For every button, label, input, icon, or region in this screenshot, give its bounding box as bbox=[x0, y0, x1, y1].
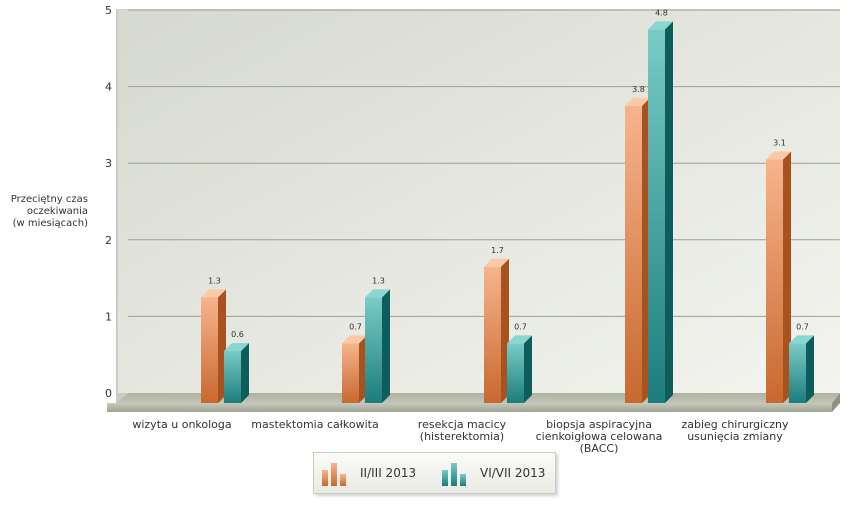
bar-front bbox=[201, 297, 218, 403]
bar-value-label: 0.6 bbox=[231, 330, 244, 339]
bar-value-label: 0.7 bbox=[514, 322, 527, 331]
bar-2-4[interactable] bbox=[648, 21, 673, 403]
y-axis-title-line-1: Przeciętny czas bbox=[10, 194, 88, 205]
bars: 1.3 0.7 1.7 3.8 3.1 0.6 1.3 0.7 4.8 0.7 bbox=[201, 8, 814, 404]
x-axis-labels: wizyta u onkologa mastektomia całkowita re… bbox=[132, 418, 789, 455]
bar-front bbox=[342, 343, 359, 403]
bar-front bbox=[484, 266, 501, 403]
bar-value-label: 1.3 bbox=[372, 276, 385, 285]
bar-value-label: 3.8 bbox=[632, 85, 645, 94]
chart-floor bbox=[107, 403, 832, 412]
bar-front bbox=[625, 105, 642, 404]
bar-front bbox=[648, 29, 665, 403]
bar-2-3[interactable] bbox=[507, 335, 532, 403]
y-axis-title: Przeciętny czas oczekiwania (w miesiącac… bbox=[4, 194, 88, 230]
legend-item-series-2[interactable]: VI/VII 2013 bbox=[440, 461, 546, 486]
bar-value-label: 1.3 bbox=[208, 276, 221, 285]
bar-top bbox=[201, 289, 226, 298]
legend-label-series-2: VI/VII 2013 bbox=[480, 466, 546, 480]
bar-value-label: 3.1 bbox=[773, 139, 786, 148]
bar-top bbox=[766, 151, 791, 160]
y-tick-label: 2 bbox=[105, 234, 112, 247]
x-tick-label: biopsja aspiracyjna cienkoigłowa celowana… bbox=[536, 418, 663, 455]
bar-side bbox=[665, 21, 673, 403]
bar-front bbox=[766, 159, 783, 403]
x-tick-label: mastektomia całkowita bbox=[251, 418, 378, 431]
bar-value-label: 1.7 bbox=[491, 246, 504, 255]
bar-1-3[interactable] bbox=[484, 258, 509, 403]
y-tick-label: 5 bbox=[105, 4, 112, 17]
bar-value-label: 0.7 bbox=[796, 322, 809, 331]
bar-chart-orange-icon bbox=[322, 463, 346, 486]
bar-2-5[interactable] bbox=[789, 335, 814, 403]
y-tick-label: 0 bbox=[105, 387, 112, 400]
bar-value-label: 4.8 bbox=[655, 8, 668, 17]
y-axis-ticks: 0 1 2 3 4 5 bbox=[105, 4, 112, 400]
chart-floor-side bbox=[832, 393, 840, 412]
y-axis-title-line-2: oczekiwania bbox=[26, 206, 88, 217]
y-tick-label: 4 bbox=[105, 81, 112, 94]
legend-item-series-1[interactable]: II/III 2013 bbox=[320, 461, 417, 486]
bar-chart-teal-icon bbox=[442, 463, 466, 486]
y-tick-label: 3 bbox=[105, 157, 112, 170]
x-tick-label: zabieg chirurgiczny usunięcia zmiany bbox=[681, 418, 789, 443]
bar-side bbox=[524, 335, 532, 403]
bar-side bbox=[783, 151, 791, 403]
bar-2-1[interactable] bbox=[224, 343, 249, 403]
bar-side bbox=[806, 335, 814, 403]
legend-label-series-1: II/III 2013 bbox=[360, 466, 417, 480]
x-tick-label: resekcja macicy (histerektomia) bbox=[418, 418, 507, 443]
bar-1-1[interactable] bbox=[201, 289, 226, 403]
bar-1-5[interactable] bbox=[766, 151, 791, 403]
bar-front bbox=[224, 351, 241, 403]
bar-top bbox=[224, 343, 249, 352]
bar-front bbox=[789, 343, 806, 403]
bar-2-2[interactable] bbox=[365, 289, 390, 403]
bar-value-label: 0.7 bbox=[349, 322, 362, 331]
bar-top bbox=[484, 258, 509, 267]
y-axis-title-line-3: (w miesiącach) bbox=[12, 218, 88, 229]
legend: II/III 2013 VI/VII 2013 bbox=[313, 452, 556, 494]
bar-top bbox=[648, 21, 673, 30]
bar-1-2[interactable] bbox=[342, 335, 367, 403]
bar-front bbox=[365, 297, 382, 403]
plot-background bbox=[118, 9, 840, 393]
bar-top bbox=[342, 335, 367, 344]
bar-1-4[interactable] bbox=[625, 97, 650, 404]
bar-side bbox=[241, 343, 249, 403]
bar-top bbox=[365, 289, 390, 298]
bar-top bbox=[789, 335, 814, 344]
x-tick-label: wizyta u onkologa bbox=[132, 418, 231, 431]
bar-front bbox=[507, 343, 524, 403]
y-tick-label: 1 bbox=[105, 310, 112, 323]
bar-side bbox=[382, 289, 390, 403]
bar-top bbox=[507, 335, 532, 344]
bar-top bbox=[625, 97, 650, 106]
